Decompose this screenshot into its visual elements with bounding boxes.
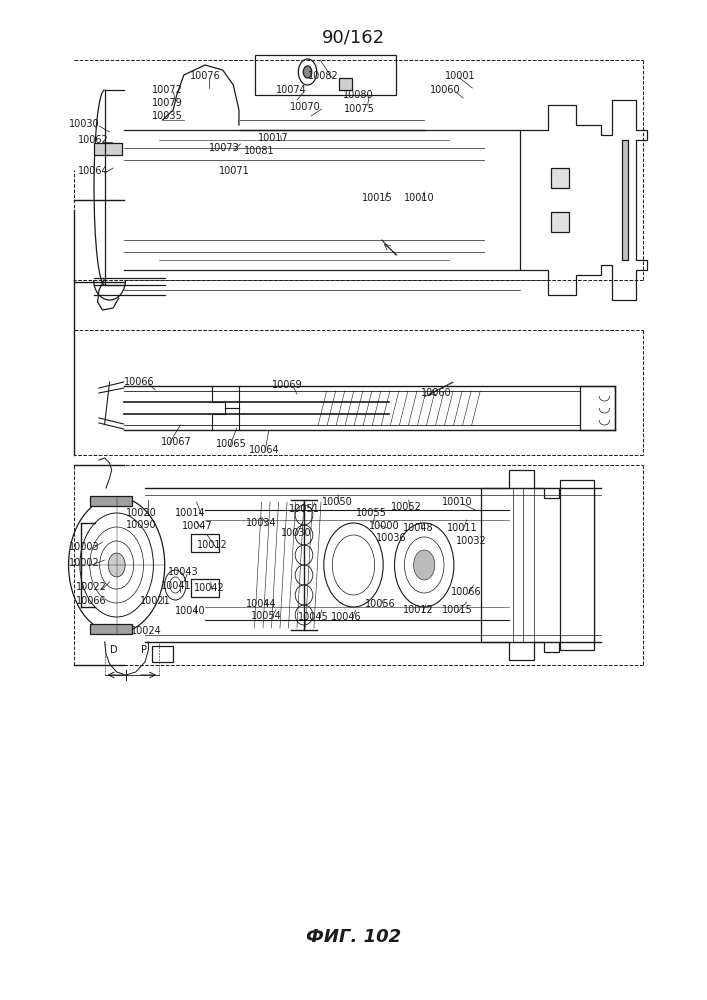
Text: 10010: 10010: [442, 497, 472, 507]
Text: 10003: 10003: [69, 542, 100, 552]
Text: 10036: 10036: [376, 533, 407, 543]
Text: 10056: 10056: [365, 599, 395, 609]
Text: 10050: 10050: [322, 497, 352, 507]
Bar: [622, 140, 628, 260]
Text: 10001: 10001: [445, 71, 476, 81]
Text: 10034: 10034: [246, 518, 276, 528]
Bar: [560, 480, 594, 650]
Text: 10014: 10014: [175, 508, 206, 518]
Text: 10076: 10076: [189, 71, 220, 81]
Circle shape: [303, 66, 312, 78]
Bar: [90, 496, 132, 506]
Circle shape: [324, 523, 383, 607]
Text: 10044: 10044: [246, 599, 276, 609]
Text: 10015: 10015: [362, 193, 392, 203]
Text: 10065: 10065: [216, 439, 246, 449]
Bar: [580, 386, 615, 430]
Text: 10082: 10082: [308, 71, 338, 81]
Text: 10045: 10045: [298, 612, 329, 622]
Text: 10042: 10042: [194, 583, 225, 593]
Bar: [94, 143, 122, 155]
Text: 10020: 10020: [126, 508, 156, 518]
Bar: [339, 78, 352, 90]
Text: 10072: 10072: [152, 85, 183, 95]
Text: 10002: 10002: [69, 558, 100, 568]
Circle shape: [108, 553, 125, 577]
Text: 10021: 10021: [140, 596, 170, 606]
Text: 10090: 10090: [126, 520, 156, 530]
Text: 10064: 10064: [249, 445, 279, 455]
Text: 10067: 10067: [161, 437, 192, 447]
Text: 10035: 10035: [152, 111, 182, 121]
Text: 10040: 10040: [175, 606, 206, 616]
Text: 10073: 10073: [209, 143, 239, 153]
Bar: [152, 646, 173, 662]
Text: 10012: 10012: [403, 605, 433, 615]
Text: 10054: 10054: [251, 611, 281, 621]
Text: 10015: 10015: [442, 605, 472, 615]
Text: 10066: 10066: [451, 587, 481, 597]
Text: 10075: 10075: [344, 104, 375, 114]
Text: 10041: 10041: [161, 581, 192, 591]
Text: 10062: 10062: [78, 135, 108, 145]
Circle shape: [395, 523, 454, 607]
Text: 10022: 10022: [76, 582, 107, 592]
Text: 10069: 10069: [272, 380, 303, 390]
Text: 10032: 10032: [456, 536, 486, 546]
Text: ФИГ. 102: ФИГ. 102: [306, 928, 401, 946]
Text: 10017: 10017: [258, 133, 288, 143]
Text: 10052: 10052: [391, 502, 422, 512]
Text: D: D: [110, 645, 117, 655]
Circle shape: [298, 59, 317, 85]
Polygon shape: [481, 470, 594, 660]
Bar: [191, 579, 219, 597]
Text: 10074: 10074: [276, 85, 306, 95]
Text: 10000: 10000: [369, 521, 399, 531]
Bar: [90, 624, 132, 634]
Text: 10051: 10051: [288, 504, 319, 514]
Text: P: P: [141, 645, 147, 655]
Text: 90/162: 90/162: [322, 28, 385, 46]
Text: 10060: 10060: [421, 388, 451, 398]
Text: 10012: 10012: [197, 540, 227, 550]
Text: 10011: 10011: [447, 523, 477, 533]
Bar: [551, 168, 569, 188]
Text: 10055: 10055: [356, 508, 387, 518]
Text: 10043: 10043: [168, 567, 199, 577]
Text: 10046: 10046: [331, 612, 361, 622]
Text: 10064: 10064: [78, 166, 108, 176]
Bar: [255, 55, 396, 95]
Circle shape: [69, 497, 165, 633]
Text: 10066: 10066: [76, 596, 107, 606]
Bar: [191, 534, 219, 552]
Text: 10010: 10010: [404, 193, 435, 203]
Circle shape: [414, 550, 435, 580]
Text: 10080: 10080: [343, 90, 373, 100]
Polygon shape: [520, 100, 647, 300]
Text: 10066: 10066: [124, 377, 154, 387]
Text: 10079: 10079: [152, 98, 182, 108]
Text: 10030: 10030: [69, 119, 100, 129]
Text: 10047: 10047: [182, 521, 213, 531]
Bar: [551, 212, 569, 232]
Text: 10024: 10024: [131, 626, 161, 636]
Text: 10071: 10071: [219, 166, 250, 176]
Text: 10060: 10060: [430, 85, 460, 95]
Text: 10081: 10081: [244, 146, 274, 156]
Text: 10048: 10048: [403, 523, 433, 533]
Text: 10070: 10070: [290, 102, 320, 112]
Text: 10030: 10030: [281, 528, 312, 538]
